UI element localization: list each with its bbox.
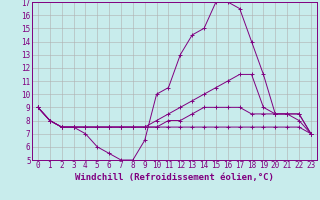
X-axis label: Windchill (Refroidissement éolien,°C): Windchill (Refroidissement éolien,°C) (75, 173, 274, 182)
